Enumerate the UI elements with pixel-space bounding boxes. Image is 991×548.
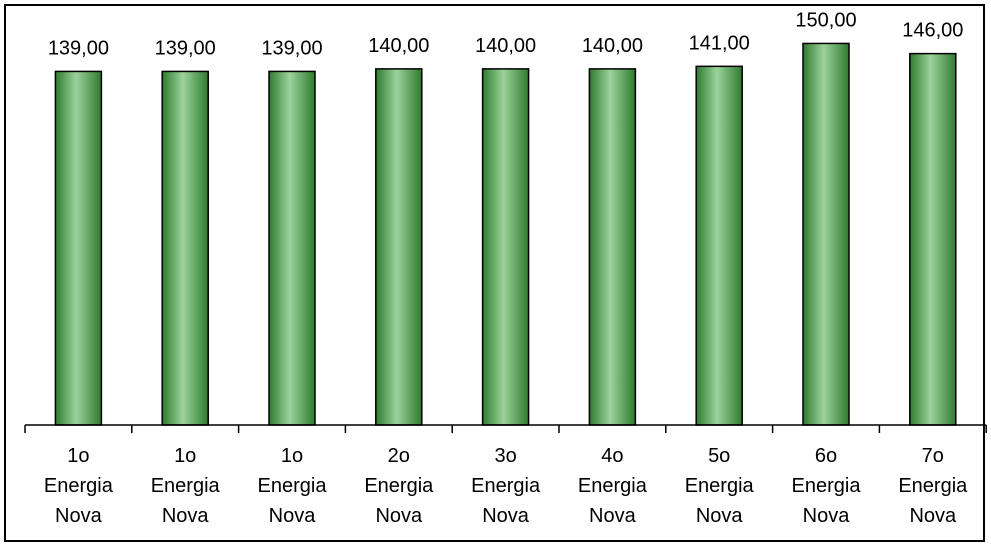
data-label: 140,00 [368, 35, 429, 57]
bar [695, 65, 743, 426]
x-tick-label: 2o Energia Nova [364, 445, 434, 527]
x-tick-label: 1o Energia Nova [151, 445, 221, 527]
bar [481, 68, 530, 426]
bar [161, 70, 209, 426]
x-tick-label: 6o Energia Nova [792, 445, 862, 527]
ticks-layer: 1o Energia Nova 1o Energia Nova 1o Energia Nova 2… [24, 425, 987, 527]
data-label: 139,00 [261, 37, 322, 59]
bars-layer: 139,00 139,00 139,00 140,00 140,00 140,00 141,… [48, 9, 963, 426]
bar [375, 68, 423, 426]
data-label: 140,00 [582, 35, 643, 57]
data-label: 139,00 [48, 37, 109, 59]
bar [268, 70, 316, 426]
data-label: 140,00 [475, 35, 536, 57]
bar [588, 68, 637, 426]
bar [54, 70, 103, 426]
data-label: 141,00 [689, 32, 750, 54]
x-tick-label: 1o Energia Nova [44, 445, 114, 527]
data-label: 150,00 [795, 9, 856, 31]
bar [802, 42, 850, 426]
x-tick-label: 1o Energia Nova [258, 445, 328, 527]
x-tick-label: 7o Energia Nova [898, 445, 968, 527]
bar [909, 52, 957, 426]
data-label: 139,00 [155, 37, 216, 59]
x-tick-label: 5o Energia Nova [685, 445, 755, 527]
data-label: 146,00 [902, 20, 963, 42]
x-tick-label: 3o Energia Nova [471, 445, 541, 527]
x-tick-label: 4o Energia Nova [578, 445, 648, 527]
